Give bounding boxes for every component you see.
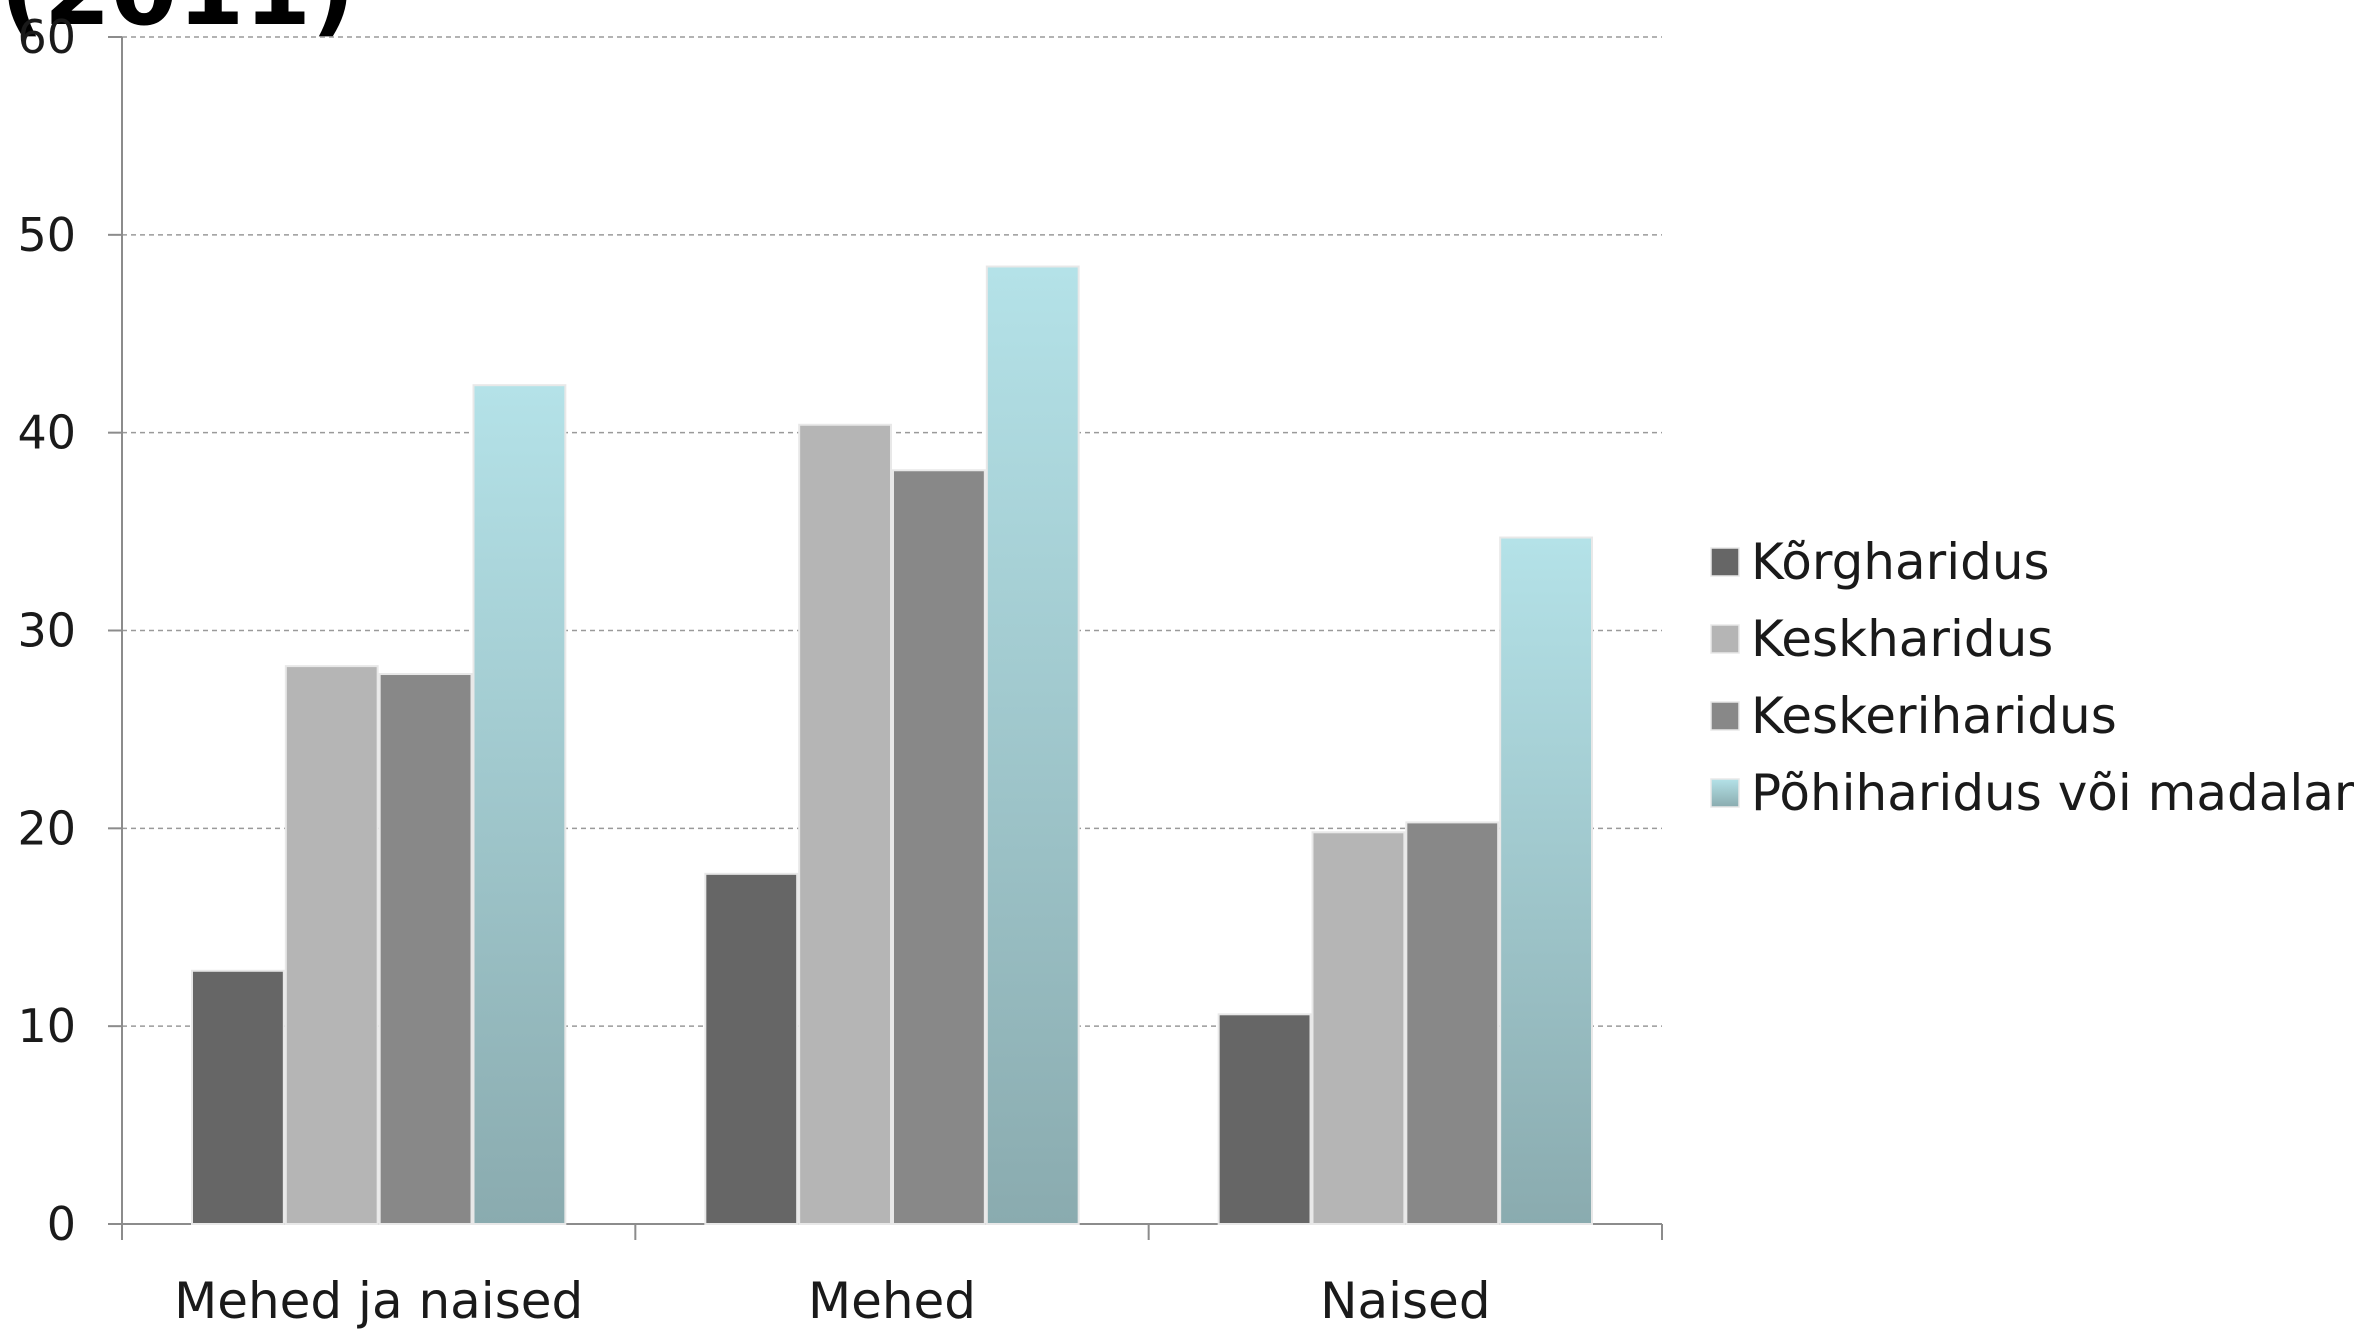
- category-labels: Mehed ja naised Mehed Naised: [174, 1272, 1491, 1330]
- category-label: Mehed: [808, 1272, 976, 1330]
- legend-swatch: [1710, 547, 1740, 577]
- bar: [191, 969, 285, 1225]
- y-tick-label: 50: [17, 208, 76, 262]
- category-label: Mehed ja naised: [174, 1272, 583, 1330]
- y-tick-label: 60: [17, 10, 76, 64]
- bar: [1499, 536, 1593, 1225]
- bar: [284, 665, 379, 1225]
- legend-label: Kõrgharidus: [1751, 533, 2050, 591]
- bar: [892, 469, 986, 1225]
- bar: [985, 265, 1080, 1225]
- bar: [378, 673, 473, 1225]
- y-tick-label: 10: [17, 999, 76, 1053]
- bars: [191, 265, 1593, 1226]
- legend-swatch: [1710, 701, 1740, 731]
- bar: [1311, 831, 1406, 1225]
- bar: [472, 384, 567, 1226]
- legend-label: Keskharidus: [1751, 610, 2053, 668]
- y-tick-label: 0: [47, 1197, 76, 1251]
- category-label: Naised: [1320, 1272, 1490, 1330]
- legend-label: Põhiharidus või madalam: [1751, 764, 2354, 822]
- y-tick-label: 40: [17, 406, 76, 460]
- legend: Kõrgharidus Keskharidus Keskeriharidus Põhi…: [1710, 533, 2354, 822]
- legend-swatch: [1710, 778, 1740, 808]
- chart-title: (2011): [0, 0, 355, 47]
- y-tick-label: 20: [17, 801, 76, 855]
- y-tick-labels: 0 10 20 30 40 50 60: [17, 10, 76, 1251]
- bar: [1217, 1013, 1312, 1226]
- bar: [1405, 821, 1500, 1225]
- y-tick-label: 30: [17, 604, 76, 658]
- legend-label: Keskeriharidus: [1751, 687, 2117, 745]
- bar: [798, 423, 893, 1225]
- legend-swatch: [1710, 624, 1740, 654]
- bar: [704, 872, 799, 1226]
